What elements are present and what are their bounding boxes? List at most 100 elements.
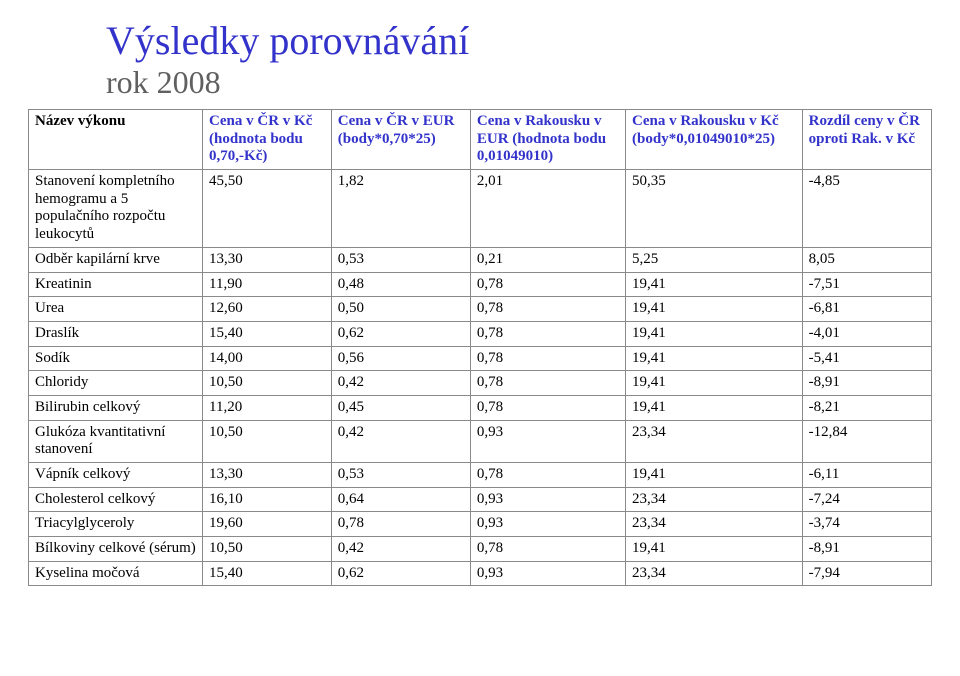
cell-c3: 0,93 [470,420,625,462]
cell-c2: 0,50 [331,297,470,322]
cell-c1: 15,40 [203,321,332,346]
table-header-row: Název výkonu Cena v ČR v Kč (hodnota bod… [29,110,932,170]
cell-c1: 10,50 [203,371,332,396]
cell-c5: -7,51 [802,272,931,297]
cell-c4: 50,35 [626,170,803,248]
cell-c3: 0,78 [470,346,625,371]
cell-c1: 12,60 [203,297,332,322]
cell-c5: -6,11 [802,463,931,488]
cell-c4: 19,41 [626,463,803,488]
cell-name: Sodík [29,346,203,371]
col-header-label: Cena v Rakousku v EUR (hodnota bodu 0,01… [477,113,606,164]
cell-c5: -5,41 [802,346,931,371]
cell-c2: 0,53 [331,463,470,488]
cell-c1: 45,50 [203,170,332,248]
table-row: Chloridy10,500,420,7819,41-8,91 [29,371,932,396]
table-row: Sodík14,000,560,7819,41-5,41 [29,346,932,371]
cell-c2: 0,62 [331,561,470,586]
cell-c3: 0,21 [470,247,625,272]
table-row: Glukóza kvantitativní stanovení10,500,42… [29,420,932,462]
table-row: Bílkoviny celkové (sérum)10,500,420,7819… [29,537,932,562]
cell-c4: 23,34 [626,512,803,537]
cell-c3: 0,78 [470,371,625,396]
cell-c2: 0,53 [331,247,470,272]
table-row: Stanovení kompletního hemogramu a 5 popu… [29,170,932,248]
col-header-c2: Cena v ČR v EUR (body*0,70*25) [331,110,470,170]
cell-c5: -3,74 [802,512,931,537]
cell-name: Bílkoviny celkové (sérum) [29,537,203,562]
cell-c2: 0,48 [331,272,470,297]
cell-name: Stanovení kompletního hemogramu a 5 popu… [29,170,203,248]
cell-c3: 0,78 [470,537,625,562]
cell-c5: -7,24 [802,487,931,512]
cell-c3: 0,78 [470,272,625,297]
cell-name: Draslík [29,321,203,346]
cell-c3: 0,93 [470,561,625,586]
cell-c2: 0,42 [331,420,470,462]
cell-c3: 0,78 [470,463,625,488]
cell-c1: 16,10 [203,487,332,512]
cell-c3: 0,78 [470,297,625,322]
cell-c4: 23,34 [626,561,803,586]
cell-name: Kyselina močová [29,561,203,586]
cell-c1: 11,20 [203,395,332,420]
cell-name: Triacylglyceroly [29,512,203,537]
table-row: Kreatinin11,900,480,7819,41-7,51 [29,272,932,297]
table-row: Urea12,600,500,7819,41-6,81 [29,297,932,322]
col-header-label: Cena v ČR v Kč (hodnota bodu 0,70,-Kč) [209,113,312,164]
cell-c1: 10,50 [203,537,332,562]
cell-c4: 19,41 [626,346,803,371]
cell-c2: 1,82 [331,170,470,248]
cell-c2: 0,45 [331,395,470,420]
col-header-label: Cena v ČR v EUR (body*0,70*25) [338,113,455,147]
cell-c5: -12,84 [802,420,931,462]
table-row: Bilirubin celkový11,200,450,7819,41-8,21 [29,395,932,420]
cell-c3: 0,93 [470,512,625,537]
cell-c1: 11,90 [203,272,332,297]
cell-name: Bilirubin celkový [29,395,203,420]
cell-c2: 0,42 [331,537,470,562]
page-title: Výsledky porovnávání [106,20,932,62]
cell-c2: 0,42 [331,371,470,396]
cell-c5: -4,01 [802,321,931,346]
col-header-c3: Cena v Rakousku v EUR (hodnota bodu 0,01… [470,110,625,170]
table-row: Kyselina močová15,400,620,9323,34-7,94 [29,561,932,586]
cell-name: Vápník celkový [29,463,203,488]
cell-c4: 23,34 [626,420,803,462]
cell-c2: 0,62 [331,321,470,346]
cell-name: Glukóza kvantitativní stanovení [29,420,203,462]
cell-c5: -6,81 [802,297,931,322]
cell-c5: -8,91 [802,537,931,562]
col-header-label: Cena v Rakousku v Kč (body*0,01049010*25… [632,113,779,147]
col-header-c1: Cena v ČR v Kč (hodnota bodu 0,70,-Kč) [203,110,332,170]
cell-c4: 19,41 [626,537,803,562]
col-header-name: Název výkonu [29,110,203,170]
cell-c3: 2,01 [470,170,625,248]
cell-c5: -7,94 [802,561,931,586]
cell-c2: 0,56 [331,346,470,371]
cell-c4: 19,41 [626,321,803,346]
cell-name: Kreatinin [29,272,203,297]
cell-c1: 13,30 [203,463,332,488]
cell-c5: -4,85 [802,170,931,248]
cell-c1: 19,60 [203,512,332,537]
table-row: Triacylglyceroly19,600,780,9323,34-3,74 [29,512,932,537]
col-header-c4: Cena v Rakousku v Kč (body*0,01049010*25… [626,110,803,170]
cell-c1: 15,40 [203,561,332,586]
cell-c1: 13,30 [203,247,332,272]
cell-c2: 0,64 [331,487,470,512]
cell-c4: 5,25 [626,247,803,272]
cell-c5: 8,05 [802,247,931,272]
cell-name: Odběr kapilární krve [29,247,203,272]
cell-c4: 23,34 [626,487,803,512]
table-row: Odběr kapilární krve13,300,530,215,258,0… [29,247,932,272]
cell-c2: 0,78 [331,512,470,537]
cell-c4: 19,41 [626,371,803,396]
page-subtitle: rok 2008 [106,64,932,101]
cell-c1: 14,00 [203,346,332,371]
comparison-table: Název výkonu Cena v ČR v Kč (hodnota bod… [28,109,932,586]
cell-c4: 19,41 [626,272,803,297]
col-header-label: Rozdíl ceny v ČR oproti Rak. v Kč [809,113,920,147]
col-header-c5: Rozdíl ceny v ČR oproti Rak. v Kč [802,110,931,170]
table-row: Cholesterol celkový16,100,640,9323,34-7,… [29,487,932,512]
